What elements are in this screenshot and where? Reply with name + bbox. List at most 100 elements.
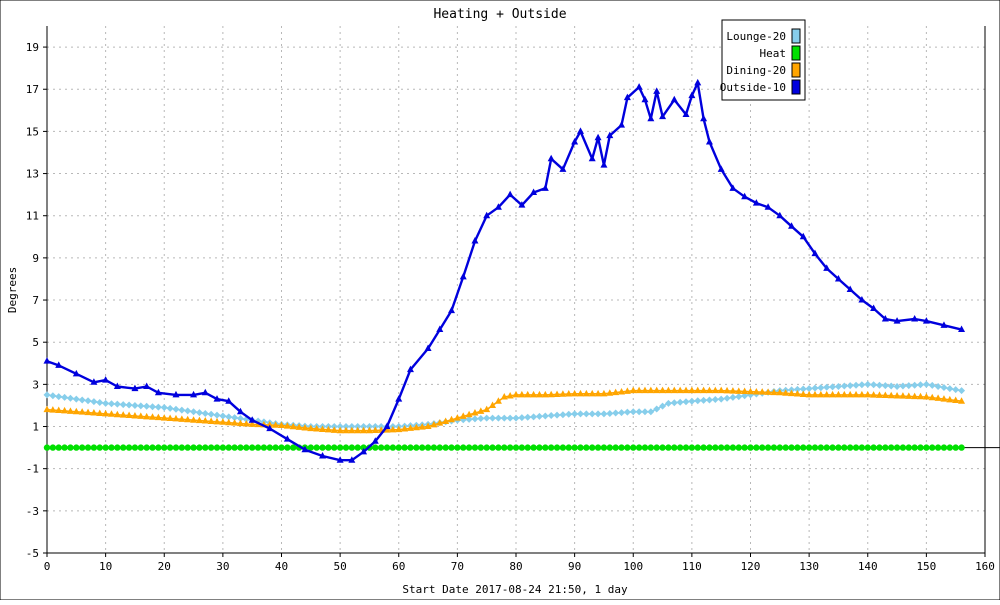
data-point	[547, 154, 555, 162]
data-point	[589, 444, 596, 451]
data-point	[700, 396, 708, 404]
legend-label: Lounge-20	[726, 30, 786, 43]
data-point	[524, 413, 532, 421]
data-point	[600, 389, 608, 397]
data-point	[237, 444, 244, 451]
data-point	[870, 444, 877, 451]
data-point	[647, 444, 655, 451]
data-point	[154, 388, 162, 396]
data-point	[606, 409, 614, 417]
data-point	[840, 390, 848, 398]
data-point	[102, 409, 110, 417]
data-point	[893, 317, 901, 324]
data-point	[313, 425, 321, 432]
data-point	[934, 382, 942, 390]
data-point	[395, 425, 403, 433]
data-point	[143, 402, 151, 410]
data-point	[330, 426, 338, 433]
data-point	[565, 390, 573, 397]
data-point	[893, 382, 901, 390]
data-point	[582, 410, 590, 418]
data-point	[371, 423, 379, 431]
data-point	[78, 396, 86, 404]
legend-swatch	[791, 62, 801, 78]
data-point	[559, 444, 567, 451]
data-point	[325, 444, 332, 451]
y-axis-label: Degrees	[6, 267, 19, 313]
data-point	[911, 392, 919, 400]
data-point	[236, 415, 244, 423]
x-tick-label: 140	[858, 560, 878, 573]
data-point	[606, 131, 614, 139]
data-point	[55, 393, 63, 401]
data-point	[530, 188, 538, 196]
x-tick-label: 70	[451, 560, 464, 573]
data-point	[202, 444, 209, 451]
data-point	[494, 397, 502, 404]
data-point	[49, 406, 57, 413]
series-layer	[43, 78, 966, 463]
data-point	[436, 419, 444, 426]
data-point	[154, 403, 162, 411]
data-point	[571, 389, 579, 397]
data-point	[817, 390, 825, 398]
data-point	[43, 444, 51, 451]
data-point	[283, 422, 291, 429]
data-point	[248, 420, 256, 427]
data-point	[788, 389, 796, 397]
data-point	[219, 444, 227, 451]
data-point	[500, 414, 508, 422]
data-point	[477, 415, 485, 423]
data-point	[66, 394, 74, 402]
data-point	[377, 444, 385, 451]
data-point	[682, 386, 690, 394]
data-point	[600, 410, 608, 418]
data-point	[958, 325, 966, 333]
data-point	[811, 444, 819, 451]
data-point	[911, 315, 919, 322]
data-point	[747, 387, 754, 395]
data-point	[307, 424, 315, 432]
data-point	[834, 390, 842, 398]
data-point	[213, 395, 221, 402]
data-point	[43, 357, 51, 364]
data-point	[489, 444, 496, 451]
data-point	[887, 391, 895, 399]
data-point	[454, 444, 461, 451]
data-point	[172, 390, 180, 398]
data-point	[653, 444, 660, 451]
data-point	[559, 165, 567, 172]
data-point	[107, 410, 115, 417]
data-point	[624, 444, 631, 451]
data-point	[917, 444, 924, 451]
data-point	[864, 390, 872, 398]
y-tick-label: 1	[32, 421, 39, 434]
legend-label: Heat	[760, 47, 787, 60]
data-point	[155, 444, 162, 451]
data-point	[823, 383, 831, 391]
data-point	[565, 444, 572, 451]
data-point	[172, 405, 180, 413]
data-point	[113, 400, 121, 408]
data-point	[665, 444, 672, 451]
data-point	[917, 392, 925, 400]
data-point	[688, 386, 696, 394]
data-point	[412, 423, 420, 431]
data-point	[102, 399, 110, 407]
data-point	[782, 444, 789, 451]
data-point	[231, 444, 238, 451]
data-point	[518, 390, 526, 398]
data-point	[406, 365, 414, 373]
data-point	[952, 396, 960, 404]
data-point	[231, 419, 239, 426]
data-point	[782, 389, 790, 396]
x-tick-label: 110	[682, 560, 702, 573]
legend-label: Dining-20	[726, 64, 786, 77]
data-point	[225, 418, 233, 426]
data-point	[811, 384, 819, 392]
data-point	[881, 382, 889, 390]
data-point	[365, 423, 373, 431]
data-point	[266, 424, 274, 432]
data-point	[630, 444, 637, 451]
